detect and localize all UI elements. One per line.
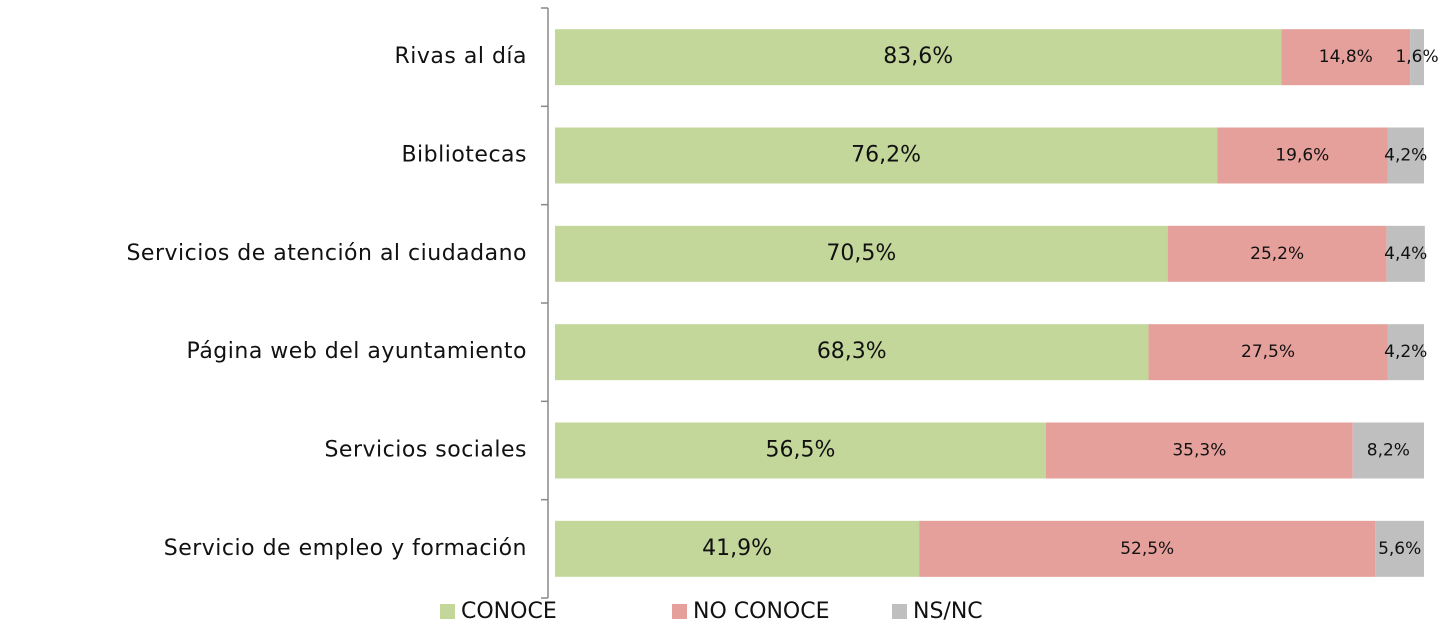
bar-segment: [919, 520, 1376, 577]
value-label: 8,2%: [1367, 441, 1410, 461]
value-label: 76,2%: [851, 143, 921, 168]
value-label: 1,6%: [1395, 47, 1438, 67]
bar-segment: [555, 127, 1218, 184]
category-label: Página web del ayuntamiento: [187, 339, 527, 364]
value-label: 19,6%: [1275, 146, 1329, 166]
value-label: 35,3%: [1172, 441, 1226, 461]
bar-segment: [555, 225, 1168, 282]
bar-segment: [555, 422, 1046, 479]
legend-label: NS/NC: [913, 599, 983, 624]
bar-segment: [1387, 127, 1424, 184]
legend-label: CONOCE: [461, 599, 557, 624]
category-label: Servicio de empleo y formación: [164, 536, 527, 561]
legend-swatch: [672, 604, 687, 619]
value-label: 83,6%: [883, 44, 953, 69]
bar-segment: [1148, 324, 1388, 381]
legend-label: NO CONOCE: [693, 599, 829, 624]
value-label: 27,5%: [1241, 342, 1295, 362]
bar-segment: [1387, 324, 1424, 381]
value-label: 68,3%: [817, 339, 887, 364]
bar-segment: [555, 324, 1149, 381]
bar-segment: [1352, 422, 1424, 479]
bar-segment: [1410, 29, 1424, 86]
bar-segment: [1217, 127, 1388, 184]
bar-segment: [1281, 29, 1411, 86]
value-label: 4,2%: [1384, 146, 1427, 166]
value-label: 56,5%: [766, 438, 836, 463]
value-label: 41,9%: [702, 536, 772, 561]
value-label: 4,2%: [1384, 342, 1427, 362]
legend-swatch: [892, 604, 907, 619]
legend-swatch: [440, 604, 455, 619]
bar-segment: [555, 520, 920, 577]
value-label: 52,5%: [1120, 539, 1174, 559]
value-label: 14,8%: [1319, 47, 1373, 67]
category-label: Bibliotecas: [401, 143, 527, 168]
value-label: 4,4%: [1384, 244, 1427, 264]
bar-segment: [1386, 225, 1425, 282]
bar-segment: [1045, 422, 1353, 479]
bar-segment: [555, 29, 1282, 86]
category-label: Rivas al día: [395, 44, 528, 69]
category-label: Servicios sociales: [324, 438, 527, 463]
bar-segment: [1375, 520, 1424, 577]
value-label: 25,2%: [1250, 244, 1304, 264]
value-label: 5,6%: [1378, 539, 1421, 559]
value-label: 70,5%: [826, 241, 896, 266]
category-label: Servicios de atención al ciudadano: [126, 241, 527, 266]
bar-segment: [1167, 225, 1387, 282]
